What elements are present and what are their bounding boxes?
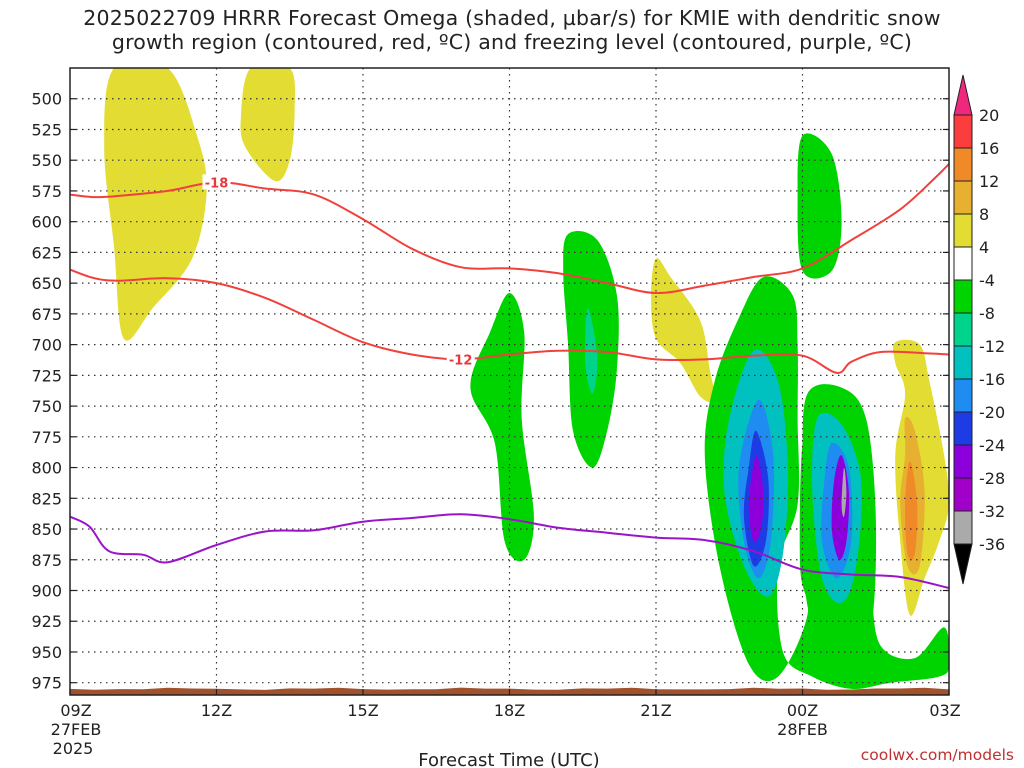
omega-region-upward-02z-red: [904, 461, 918, 560]
omega-shading: [104, 68, 949, 690]
colorbar-label: -16: [979, 370, 1005, 389]
chart-title-line2: growth region (contoured, red, ºC) and f…: [111, 30, 913, 54]
colorbar-label: -36: [979, 535, 1005, 554]
colorbar-label: 20: [979, 106, 999, 125]
x-tick-label: 09Z: [60, 701, 91, 720]
x-tick-date: 28FEB: [777, 720, 828, 739]
y-tick-label: 750: [31, 397, 62, 416]
y-tick-label: 675: [31, 305, 62, 324]
colorbar-segment: [953, 444, 973, 479]
colorbar-segment: [953, 312, 973, 347]
y-tick-label: 850: [31, 520, 62, 539]
y-tick-label: 825: [31, 489, 62, 508]
credit-text: coolwx.com/models: [861, 746, 1014, 764]
y-tick-label: 650: [31, 274, 62, 293]
y-tick-label: 575: [31, 182, 62, 201]
omega-region-descent-01z-grey: [841, 467, 847, 518]
colorbar: 20 16 12 8 4 -4 -8 -12 -16 -20 -24 -28 -32 -36: [953, 74, 1005, 585]
colorbar-label: 12: [979, 172, 999, 191]
y-tick-label: 600: [31, 213, 62, 232]
y-tick-label: 975: [31, 674, 62, 693]
colorbar-segment: [953, 378, 973, 413]
x-tick-label: 21Z: [640, 701, 671, 720]
x-axis-label: Forecast Time (UTC): [418, 750, 599, 768]
x-tick-label: 03Z: [929, 701, 960, 720]
y-tick-label: 500: [31, 90, 62, 109]
omega-region-descent-18z: [470, 293, 534, 562]
pressure-axis: 500 525 550 575 600 625 650 675 700 725 750 775 800 8…: [31, 90, 949, 693]
colorbar-segment: [953, 213, 973, 248]
x-tick-label: 18Z: [494, 701, 525, 720]
colorbar-label: -24: [979, 436, 1005, 455]
colorbar-label: -12: [979, 337, 1005, 356]
contour-label-bg: [446, 351, 475, 367]
colorbar-label: 4: [979, 238, 989, 257]
colorbar-segment: [953, 345, 973, 380]
omega-region-descent-23z-core: [748, 455, 764, 543]
colorbar-label: 8: [979, 205, 989, 224]
colorbar-segment: [953, 477, 973, 512]
y-tick-label: 800: [31, 459, 62, 478]
omega-region-upward-motion-upper: [240, 68, 296, 182]
dendritic-contour-minus12: [70, 268, 949, 374]
y-tick-label: 900: [31, 582, 62, 601]
colorbar-segment: [953, 411, 973, 446]
omega-region-descent-01z-outer: [797, 133, 842, 279]
freezing-level-line: [70, 513, 949, 589]
chart-title: 2025022709 HRRR Forecast Omega (shaded, …: [0, 6, 1024, 54]
omega-region-upward-21z: [651, 258, 715, 403]
colorbar-segment: [953, 246, 973, 281]
omega-region-upward-motion-west: [104, 68, 207, 341]
chart-title-line1: 2025022709 HRRR Forecast Omega (shaded, …: [83, 6, 941, 30]
colorbar-segment: [953, 180, 973, 215]
colorbar-label: -20: [979, 403, 1005, 422]
contour-lines: -18 -12: [70, 163, 949, 589]
y-tick-label: 925: [31, 612, 62, 631]
colorbar-label: 16: [979, 139, 999, 158]
y-tick-label: 700: [31, 336, 62, 355]
dendritic-contour-minus18: [70, 163, 949, 295]
contour-label: -18: [205, 176, 229, 191]
colorbar-label: -8: [979, 304, 995, 323]
colorbar-segment: [953, 279, 973, 314]
y-tick-label: 950: [31, 643, 62, 662]
colorbar-label: -28: [979, 469, 1005, 488]
x-tick-label: 12Z: [201, 701, 232, 720]
colorbar-bottom-arrow: [953, 543, 973, 585]
x-tick-label: 00Z: [787, 701, 818, 720]
contour-label: -12: [449, 353, 473, 368]
colorbar-label: -4: [979, 271, 995, 290]
x-tick-date: 27FEB: [51, 720, 102, 739]
colorbar-segment: [953, 510, 973, 545]
gridlines: [70, 68, 949, 695]
colorbar-top-arrow: [953, 74, 973, 116]
y-tick-label: 875: [31, 551, 62, 570]
colorbar-segment: [953, 114, 973, 149]
y-tick-label: 550: [31, 151, 62, 170]
y-tick-label: 725: [31, 366, 62, 385]
y-tick-label: 525: [31, 120, 62, 139]
y-tick-label: 625: [31, 243, 62, 262]
colorbar-label: -32: [979, 502, 1005, 521]
x-tick-year: 2025: [53, 739, 94, 758]
colorbar-segment: [953, 147, 973, 182]
x-tick-label: 15Z: [347, 701, 378, 720]
contour-label-bg: [202, 174, 231, 190]
y-tick-label: 775: [31, 428, 62, 447]
